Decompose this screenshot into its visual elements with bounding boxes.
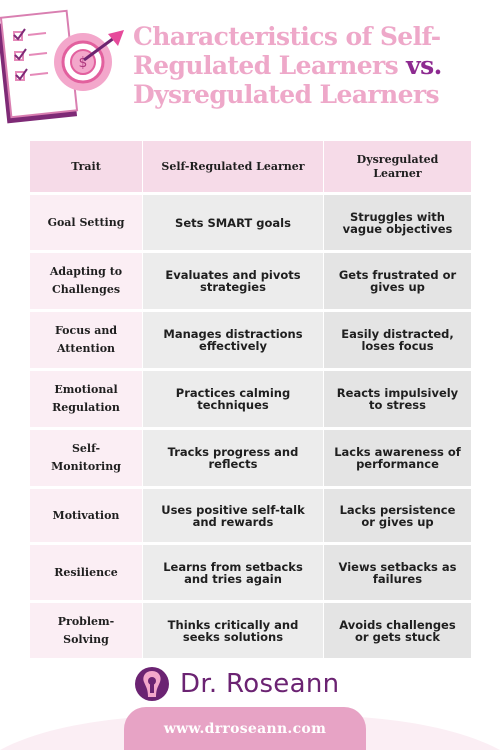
title-line-2-text: Regulated Learners — [133, 51, 407, 80]
arrow-icon — [83, 30, 124, 62]
title-vs: vs. — [406, 51, 442, 80]
website-link[interactable]: www.drroseann.com — [124, 707, 366, 750]
dys-problem-solving: Avoids challenges or gets stuck — [324, 603, 471, 658]
title-line-2: Regulated Learners vs. — [133, 51, 495, 80]
dys-adapting: Gets frustrated or gives up — [324, 253, 471, 309]
self-monitoring: Tracks progress and reflects — [143, 430, 323, 486]
self-focus: Manages distractions effectively — [143, 312, 323, 368]
self-adapting: Evaluates and pivots strategies — [143, 253, 323, 309]
dys-resilience: Views setbacks as failures — [324, 545, 471, 600]
dys-motivation: Lacks persistence or gives up — [324, 489, 471, 542]
logo-text: Dr. Roseann — [180, 669, 340, 699]
self-motivation: Uses positive self-talk and rewards — [143, 489, 323, 542]
trait-problem-solving: Problem-Solving — [30, 603, 142, 658]
self-emotional: Practices calming techniques — [143, 371, 323, 427]
comparison-table: Trait Self-Regulated Learner Dysregulate… — [30, 141, 471, 658]
header-self-regulated: Self-Regulated Learner — [143, 141, 323, 192]
self-resilience: Learns from setbacks and tries again — [143, 545, 323, 600]
trait-monitoring: Self-Monitoring — [30, 430, 142, 486]
title-line-3: Dysregulated Learners — [133, 80, 440, 109]
dys-focus: Easily distracted, loses focus — [324, 312, 471, 368]
trait-resilience: Resilience — [30, 545, 142, 600]
trait-goal-setting: Goal Setting — [30, 195, 142, 250]
checklist-target-illustration: $ — [0, 9, 124, 124]
self-goal-setting: Sets SMART goals — [143, 195, 323, 250]
header-trait: Trait — [30, 141, 142, 192]
logo-mark-icon — [135, 667, 169, 701]
trait-adapting: Adapting to Challenges — [30, 253, 142, 309]
dys-goal-setting: Struggles with vague objectives — [324, 195, 471, 250]
title-line-1: Characteristics of Self- — [133, 22, 441, 51]
trait-emotional: Emotional Regulation — [30, 371, 142, 427]
trait-motivation: Motivation — [30, 489, 142, 542]
header-dysregulated: Dysregulated Learner — [324, 141, 471, 192]
self-problem-solving: Thinks critically and seeks solutions — [143, 603, 323, 658]
dollar-target-icon: $ — [54, 33, 112, 91]
dys-monitoring: Lacks awareness of performance — [324, 430, 471, 486]
svg-text:$: $ — [79, 55, 88, 71]
page-title: Characteristics of Self- Regulated Learn… — [133, 22, 495, 109]
brand-logo: Dr. Roseann — [134, 664, 339, 704]
dys-emotional: Reacts impulsively to stress — [324, 371, 471, 427]
trait-focus: Focus and Attention — [30, 312, 142, 368]
